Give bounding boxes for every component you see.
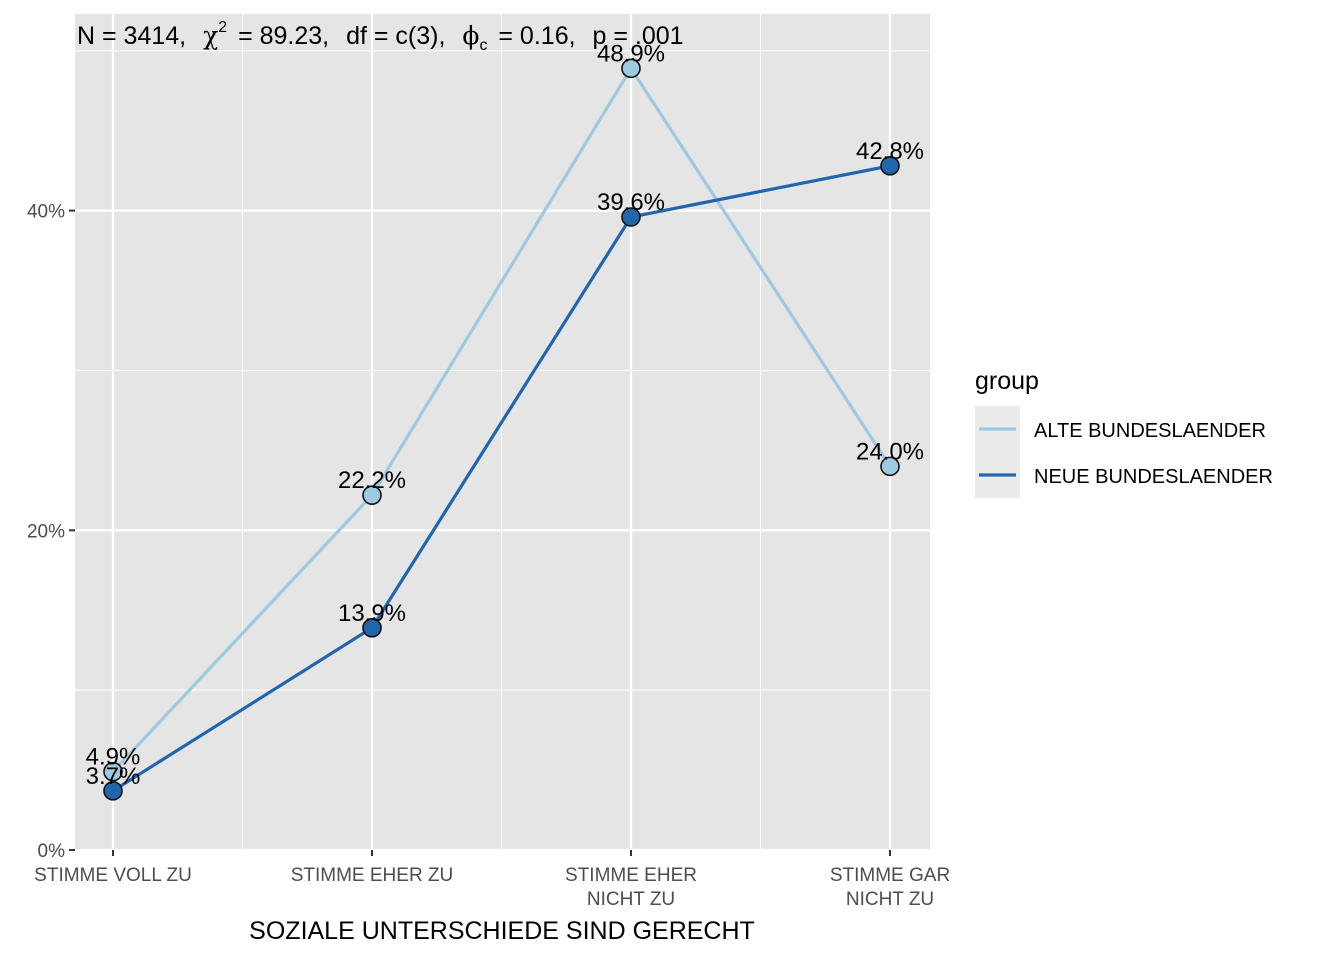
x-tick-label: STIMME EHER ZU [291, 865, 454, 886]
legend-title: group [975, 367, 1039, 395]
legend-label: NEUE BUNDESLAENDER [1034, 466, 1273, 488]
stat-phi-value: = 0.16, [498, 22, 575, 50]
series-2-data-label: 13.9% [338, 600, 406, 627]
series-2-data-label: 3.7% [86, 763, 141, 790]
y-tick-label: 20% [27, 521, 65, 542]
plot-panel [75, 14, 930, 850]
x-axis-title: SOZIALE UNTERSCHIEDE SIND GERECHT [249, 917, 755, 945]
stat-phi-symbol: ϕ [462, 21, 479, 50]
legend: group ALTE BUNDESLAENDER NEUE BUNDESLAEND… [975, 367, 1273, 498]
x-tick-label: STIMME GAR NICHT ZU [830, 865, 950, 910]
series-2-point [621, 207, 641, 227]
stat-p: p = .001 [593, 22, 684, 50]
series-lines [111, 65, 892, 793]
series-1-data-label: 24.0% [856, 438, 924, 465]
series-line-1 [111, 65, 892, 773]
grid-major [75, 14, 930, 852]
stat-phi-sub: c [479, 37, 487, 54]
grid-minor [75, 14, 930, 850]
data-labels: 4.9% 22.2% 48.9% 24.0% 3.7% 13.9% 39.6% 42.8% [86, 40, 924, 790]
series-2-data-label: 39.6% [597, 189, 665, 216]
series-points [103, 58, 900, 801]
series-2-data-label: 42.8% [856, 138, 924, 165]
series-2-point [880, 156, 900, 176]
y-tick-label: 0% [38, 841, 66, 862]
y-axis: 0% 20% 40% [27, 202, 75, 862]
series-1-point [621, 58, 641, 79]
series-1-point [880, 456, 900, 477]
series-1-point [103, 761, 123, 782]
stat-df: df = c(3), [346, 22, 445, 50]
stat-n: N = 3414, [77, 22, 186, 50]
series-2-point [103, 781, 123, 801]
chart-title: N = 3414, χ2 = 89.23, df = c(3), ϕc = 0.… [77, 10, 684, 56]
x-axis: STIMME VOLL ZU STIMME EHER ZU STIMME EHER N… [34, 850, 950, 910]
series-1-data-label: 48.9% [597, 40, 665, 67]
x-tick-label: STIMME VOLL ZU [34, 865, 192, 886]
stat-chi-sup: 2 [218, 19, 227, 36]
series-1-data-label: 22.2% [338, 467, 406, 494]
x-tick-label: STIMME EHER NICHT ZU [565, 865, 697, 910]
series-1-point [362, 485, 382, 505]
legend-label: ALTE BUNDESLAENDER [1034, 420, 1266, 442]
stat-chi-symbol: χ [203, 21, 218, 50]
stat-chi-value: = 89.23, [238, 22, 329, 50]
y-tick-label: 40% [27, 202, 65, 223]
series-2-point [362, 618, 382, 638]
series-line-2 [112, 164, 891, 793]
series-1-data-label: 4.9% [86, 744, 141, 771]
